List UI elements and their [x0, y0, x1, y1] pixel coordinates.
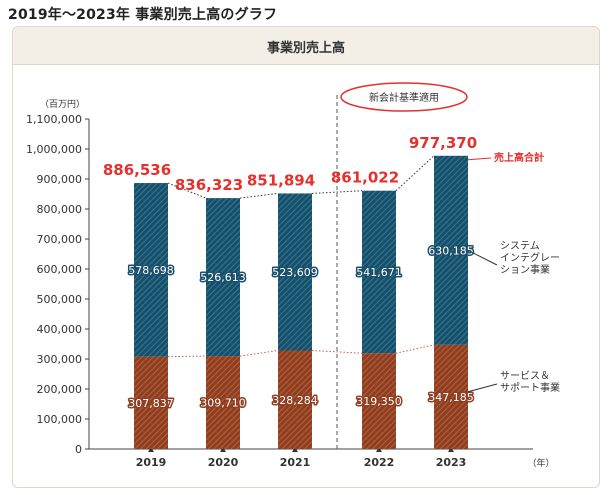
- legend-system-line: ション事業: [500, 263, 550, 276]
- annotation-label: 新会計基準適用: [369, 91, 439, 104]
- total-value-label: 886,536: [103, 161, 171, 179]
- bar-service-support: [278, 350, 312, 449]
- panel-title: 事業別売上高: [266, 41, 345, 56]
- service-value-label: 307,837: [128, 397, 174, 410]
- bar-service-support: [362, 353, 396, 449]
- bar-system-integration: [206, 198, 240, 357]
- y-axis-unit-label: （百万円）: [40, 99, 85, 110]
- x-tick-marker: [220, 447, 226, 452]
- x-tick-marker: [448, 447, 454, 452]
- y-tick-label: 500,000: [37, 293, 83, 306]
- panel-header: 事業別売上高: [13, 27, 599, 65]
- y-tick-label: 200,000: [37, 383, 83, 396]
- bar-system-integration: [134, 183, 168, 357]
- bar-service-support: [206, 356, 240, 449]
- legend-system-line: インテグレー: [500, 251, 560, 264]
- x-tick-label: 2019: [136, 456, 167, 469]
- chart-panel: 事業別売上高 0 100,000 200,000 300,000 400,000 500,…: [12, 26, 600, 488]
- x-tick-label: 2021: [280, 456, 311, 469]
- total-value-label: 851,894: [247, 171, 315, 189]
- total-value-label: 977,370: [409, 134, 477, 152]
- service-connector-line: [311, 350, 363, 354]
- service-value-label: 328,284: [272, 394, 318, 407]
- total-connector-line: [311, 190, 363, 194]
- total-value-label: 836,323: [175, 176, 243, 194]
- bar-service-support: [134, 356, 168, 449]
- y-tick-label: 1,000,000: [26, 143, 82, 156]
- y-tick-label: 100,000: [37, 413, 83, 426]
- total-value-label: 861,022: [331, 169, 399, 187]
- legend-leader-system: [467, 249, 498, 266]
- legend-system-label: システムインテグレーション事業: [500, 240, 560, 276]
- annotation-ellipse: [340, 82, 468, 112]
- x-tick-marker: [148, 447, 154, 452]
- bar-system-integration: [362, 190, 396, 354]
- y-tick-label: 800,000: [37, 203, 83, 216]
- service-connector-line: [167, 355, 207, 358]
- bar-system-integration: [434, 155, 468, 345]
- y-tick-label: 700,000: [37, 233, 83, 246]
- legend-leader-service: [467, 383, 498, 393]
- x-axis-unit-label: （年）: [527, 457, 554, 469]
- y-tick-label: 600,000: [37, 263, 83, 276]
- bar-service-support: [434, 344, 468, 449]
- bar-system-integration: [278, 193, 312, 351]
- total-connector-line: [395, 155, 435, 192]
- system-value-label: 578,698: [128, 264, 174, 277]
- service-value-label: 347,185: [428, 391, 474, 404]
- x-tick-label: 2022: [364, 456, 395, 469]
- y-tick-label: 0: [75, 443, 82, 456]
- x-tick-label: 2020: [208, 456, 239, 469]
- page-heading: 2019年～2023年 事業別売上高のグラフ: [8, 7, 278, 23]
- legend-leader-total: [467, 157, 492, 161]
- legend-service-line: サービス＆: [500, 370, 550, 382]
- system-value-label: 526,613: [200, 271, 246, 284]
- system-value-label: 523,609: [272, 266, 318, 279]
- system-value-label: 630,185: [428, 244, 474, 257]
- x-tick-marker: [292, 447, 298, 452]
- legend-system-line: システム: [500, 240, 540, 252]
- system-value-label: 541,671: [356, 266, 402, 279]
- service-value-label: 309,710: [200, 397, 246, 410]
- service-connector-line: [239, 350, 279, 357]
- total-connector-line: [239, 192, 279, 199]
- service-connector-line: [395, 344, 435, 354]
- legend-total-label: 売上高合計: [494, 151, 544, 164]
- x-tick-label: 2023: [436, 456, 467, 469]
- legend-service-line: サポート事業: [500, 381, 560, 394]
- service-value-label: 319,350: [356, 395, 402, 408]
- legend-service-label: サービス＆サポート事業: [500, 370, 560, 394]
- y-tick-label: 1,100,000: [26, 113, 82, 126]
- x-tick-marker: [376, 447, 382, 452]
- y-tick-label: 900,000: [37, 173, 83, 186]
- bar-chart: 0 100,000 200,000 300,000 400,000 500,000 600,…: [26, 82, 560, 469]
- y-tick-label: 400,000: [37, 323, 83, 336]
- y-tick-label: 300,000: [37, 353, 83, 366]
